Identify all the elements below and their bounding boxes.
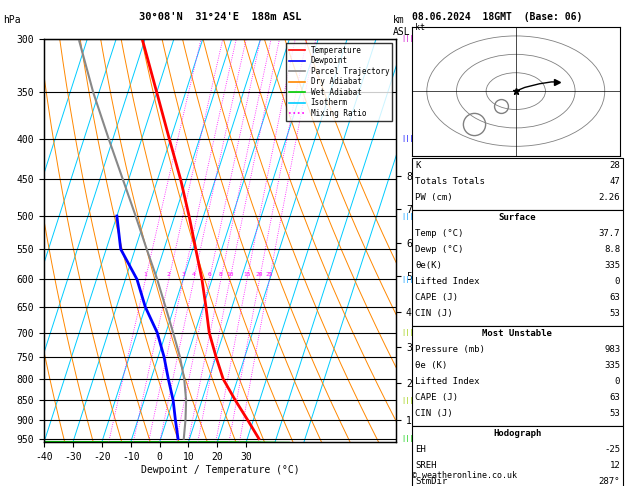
Text: ASL: ASL [393,27,411,37]
Text: 3: 3 [181,272,185,277]
X-axis label: Dewpoint / Temperature (°C): Dewpoint / Temperature (°C) [141,465,299,475]
Text: 8: 8 [219,272,223,277]
Text: 4: 4 [192,272,196,277]
Text: 53: 53 [610,309,620,318]
Text: CAPE (J): CAPE (J) [415,393,458,402]
Text: Lifted Index: Lifted Index [415,277,480,286]
Text: CAPE (J): CAPE (J) [415,293,458,302]
Text: 2: 2 [167,272,170,277]
Text: 63: 63 [610,293,620,302]
Text: -25: -25 [604,445,620,454]
Text: Surface: Surface [499,213,536,222]
Text: 0: 0 [615,277,620,286]
Text: km: km [393,15,405,25]
Text: 30°08'N  31°24'E  188m ASL: 30°08'N 31°24'E 188m ASL [139,12,301,22]
Text: CIN (J): CIN (J) [415,309,453,318]
Text: 25: 25 [265,272,273,277]
Text: 15: 15 [243,272,251,277]
Text: 335: 335 [604,261,620,270]
Text: Lifted Index: Lifted Index [415,377,480,386]
Text: 12: 12 [610,461,620,470]
Text: 37.7: 37.7 [599,229,620,238]
Text: θe (K): θe (K) [415,361,447,370]
Legend: Temperature, Dewpoint, Parcel Trajectory, Dry Adiabat, Wet Adiabat, Isotherm, Mi: Temperature, Dewpoint, Parcel Trajectory… [286,43,392,121]
Text: PW (cm): PW (cm) [415,193,453,202]
Text: 28: 28 [610,161,620,170]
Text: Hodograph: Hodograph [493,429,542,438]
Text: 0: 0 [615,377,620,386]
Text: 1: 1 [143,272,147,277]
Text: Temp (°C): Temp (°C) [415,229,464,238]
Text: |||: ||| [401,397,414,403]
Text: © weatheronline.co.uk: © weatheronline.co.uk [412,471,517,480]
Text: |||: ||| [401,35,414,42]
Text: |||: ||| [401,212,414,220]
Text: 335: 335 [604,361,620,370]
Text: 08.06.2024  18GMT  (Base: 06): 08.06.2024 18GMT (Base: 06) [412,12,582,22]
Text: 53: 53 [610,409,620,418]
Text: 20: 20 [256,272,264,277]
Text: 47: 47 [610,177,620,186]
Text: |||: ||| [401,435,414,442]
Text: |||: ||| [401,276,414,283]
Text: Dewp (°C): Dewp (°C) [415,245,464,254]
Text: 287°: 287° [599,477,620,486]
Text: K: K [415,161,421,170]
Text: StmDir: StmDir [415,477,447,486]
Text: 2.26: 2.26 [599,193,620,202]
Text: θe(K): θe(K) [415,261,442,270]
Text: kt: kt [415,23,425,33]
Text: CIN (J): CIN (J) [415,409,453,418]
Text: Most Unstable: Most Unstable [482,329,552,338]
Text: |||: ||| [401,135,414,142]
Text: 63: 63 [610,393,620,402]
Text: Totals Totals: Totals Totals [415,177,485,186]
Text: EH: EH [415,445,426,454]
Text: Pressure (mb): Pressure (mb) [415,345,485,354]
Text: 10: 10 [226,272,234,277]
Text: |||: ||| [401,329,414,336]
Text: 983: 983 [604,345,620,354]
Text: SREH: SREH [415,461,437,470]
Text: 6: 6 [208,272,211,277]
Text: 8.8: 8.8 [604,245,620,254]
Text: hPa: hPa [3,15,21,25]
